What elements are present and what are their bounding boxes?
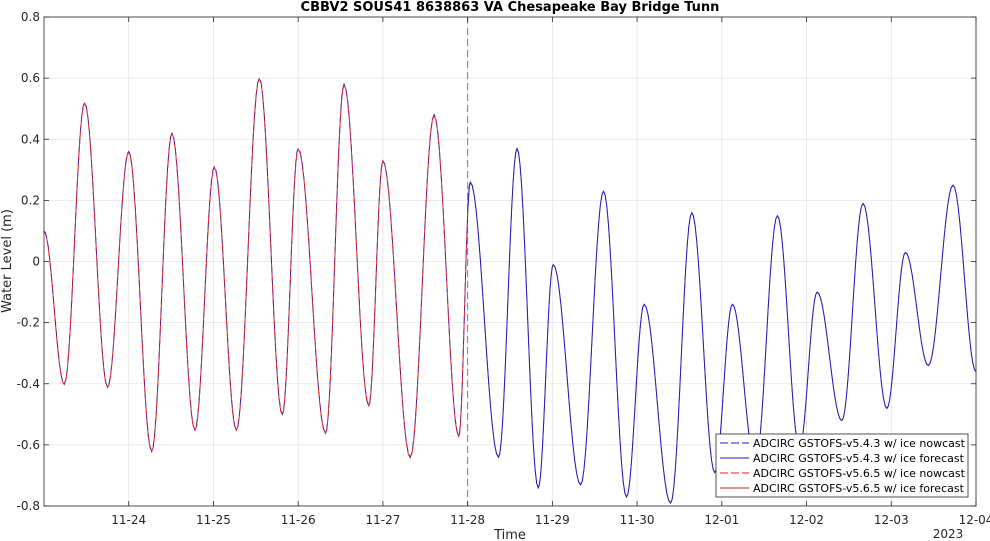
legend-entry-label: ADCIRC GSTOFS-v5.4.3 w/ ice forecast	[753, 452, 965, 465]
x-tick-label: 11-30	[620, 513, 655, 527]
axis-ticks: -0.8 -0.6 -0.4 -0.2 0 0.2 0.4 0.6 0.8 11-24 11-25 1…	[17, 10, 990, 527]
y-tick-label: 0.2	[21, 193, 40, 207]
y-tick-label: -0.2	[17, 316, 40, 330]
y-tick-label: 0.4	[21, 132, 40, 146]
x-axis-year-label: 2023	[933, 527, 964, 541]
x-tick-label: 12-04	[959, 513, 990, 527]
y-axis-label: Water Level (m)	[0, 209, 15, 313]
y-tick-label: 0.8	[21, 10, 40, 24]
legend-box	[715, 433, 969, 498]
y-tick-label: -0.6	[17, 438, 40, 452]
x-tick-label: 11-24	[111, 513, 146, 527]
legend-entry-label: ADCIRC GSTOFS-v5.6.5 w/ ice nowcast	[753, 467, 966, 480]
legend-entry-label: ADCIRC GSTOFS-v5.6.5 w/ ice forecast	[753, 482, 965, 495]
y-tick-label: 0	[32, 255, 40, 269]
legend: ADCIRC GSTOFS-v5.4.3 w/ ice nowcast ADCIR…	[715, 433, 969, 498]
legend-entry-label: ADCIRC GSTOFS-v5.4.3 w/ ice nowcast	[753, 437, 966, 450]
x-tick-label: 11-25	[196, 513, 231, 527]
x-tick-label: 11-27	[365, 513, 400, 527]
chart-title: CBBV2 SOUS41 8638863 VA Chesapeake Bay B…	[301, 0, 720, 15]
x-tick-label: 11-29	[535, 513, 570, 527]
x-tick-label: 12-03	[874, 513, 909, 527]
x-tick-label: 11-28	[450, 513, 485, 527]
y-tick-label: -0.4	[17, 377, 40, 391]
x-tick-label: 12-02	[789, 513, 824, 527]
y-tick-label: 0.6	[21, 71, 40, 85]
x-tick-label: 11-26	[281, 513, 316, 527]
x-axis-label: Time	[493, 528, 526, 541]
y-tick-label: -0.8	[17, 499, 40, 513]
series-lines	[43, 76, 977, 505]
x-tick-label: 12-01	[704, 513, 739, 527]
grid-lines	[44, 16, 977, 507]
series-line-v543-forecast	[467, 146, 977, 504]
series-line-v565-nowcast	[43, 77, 471, 460]
